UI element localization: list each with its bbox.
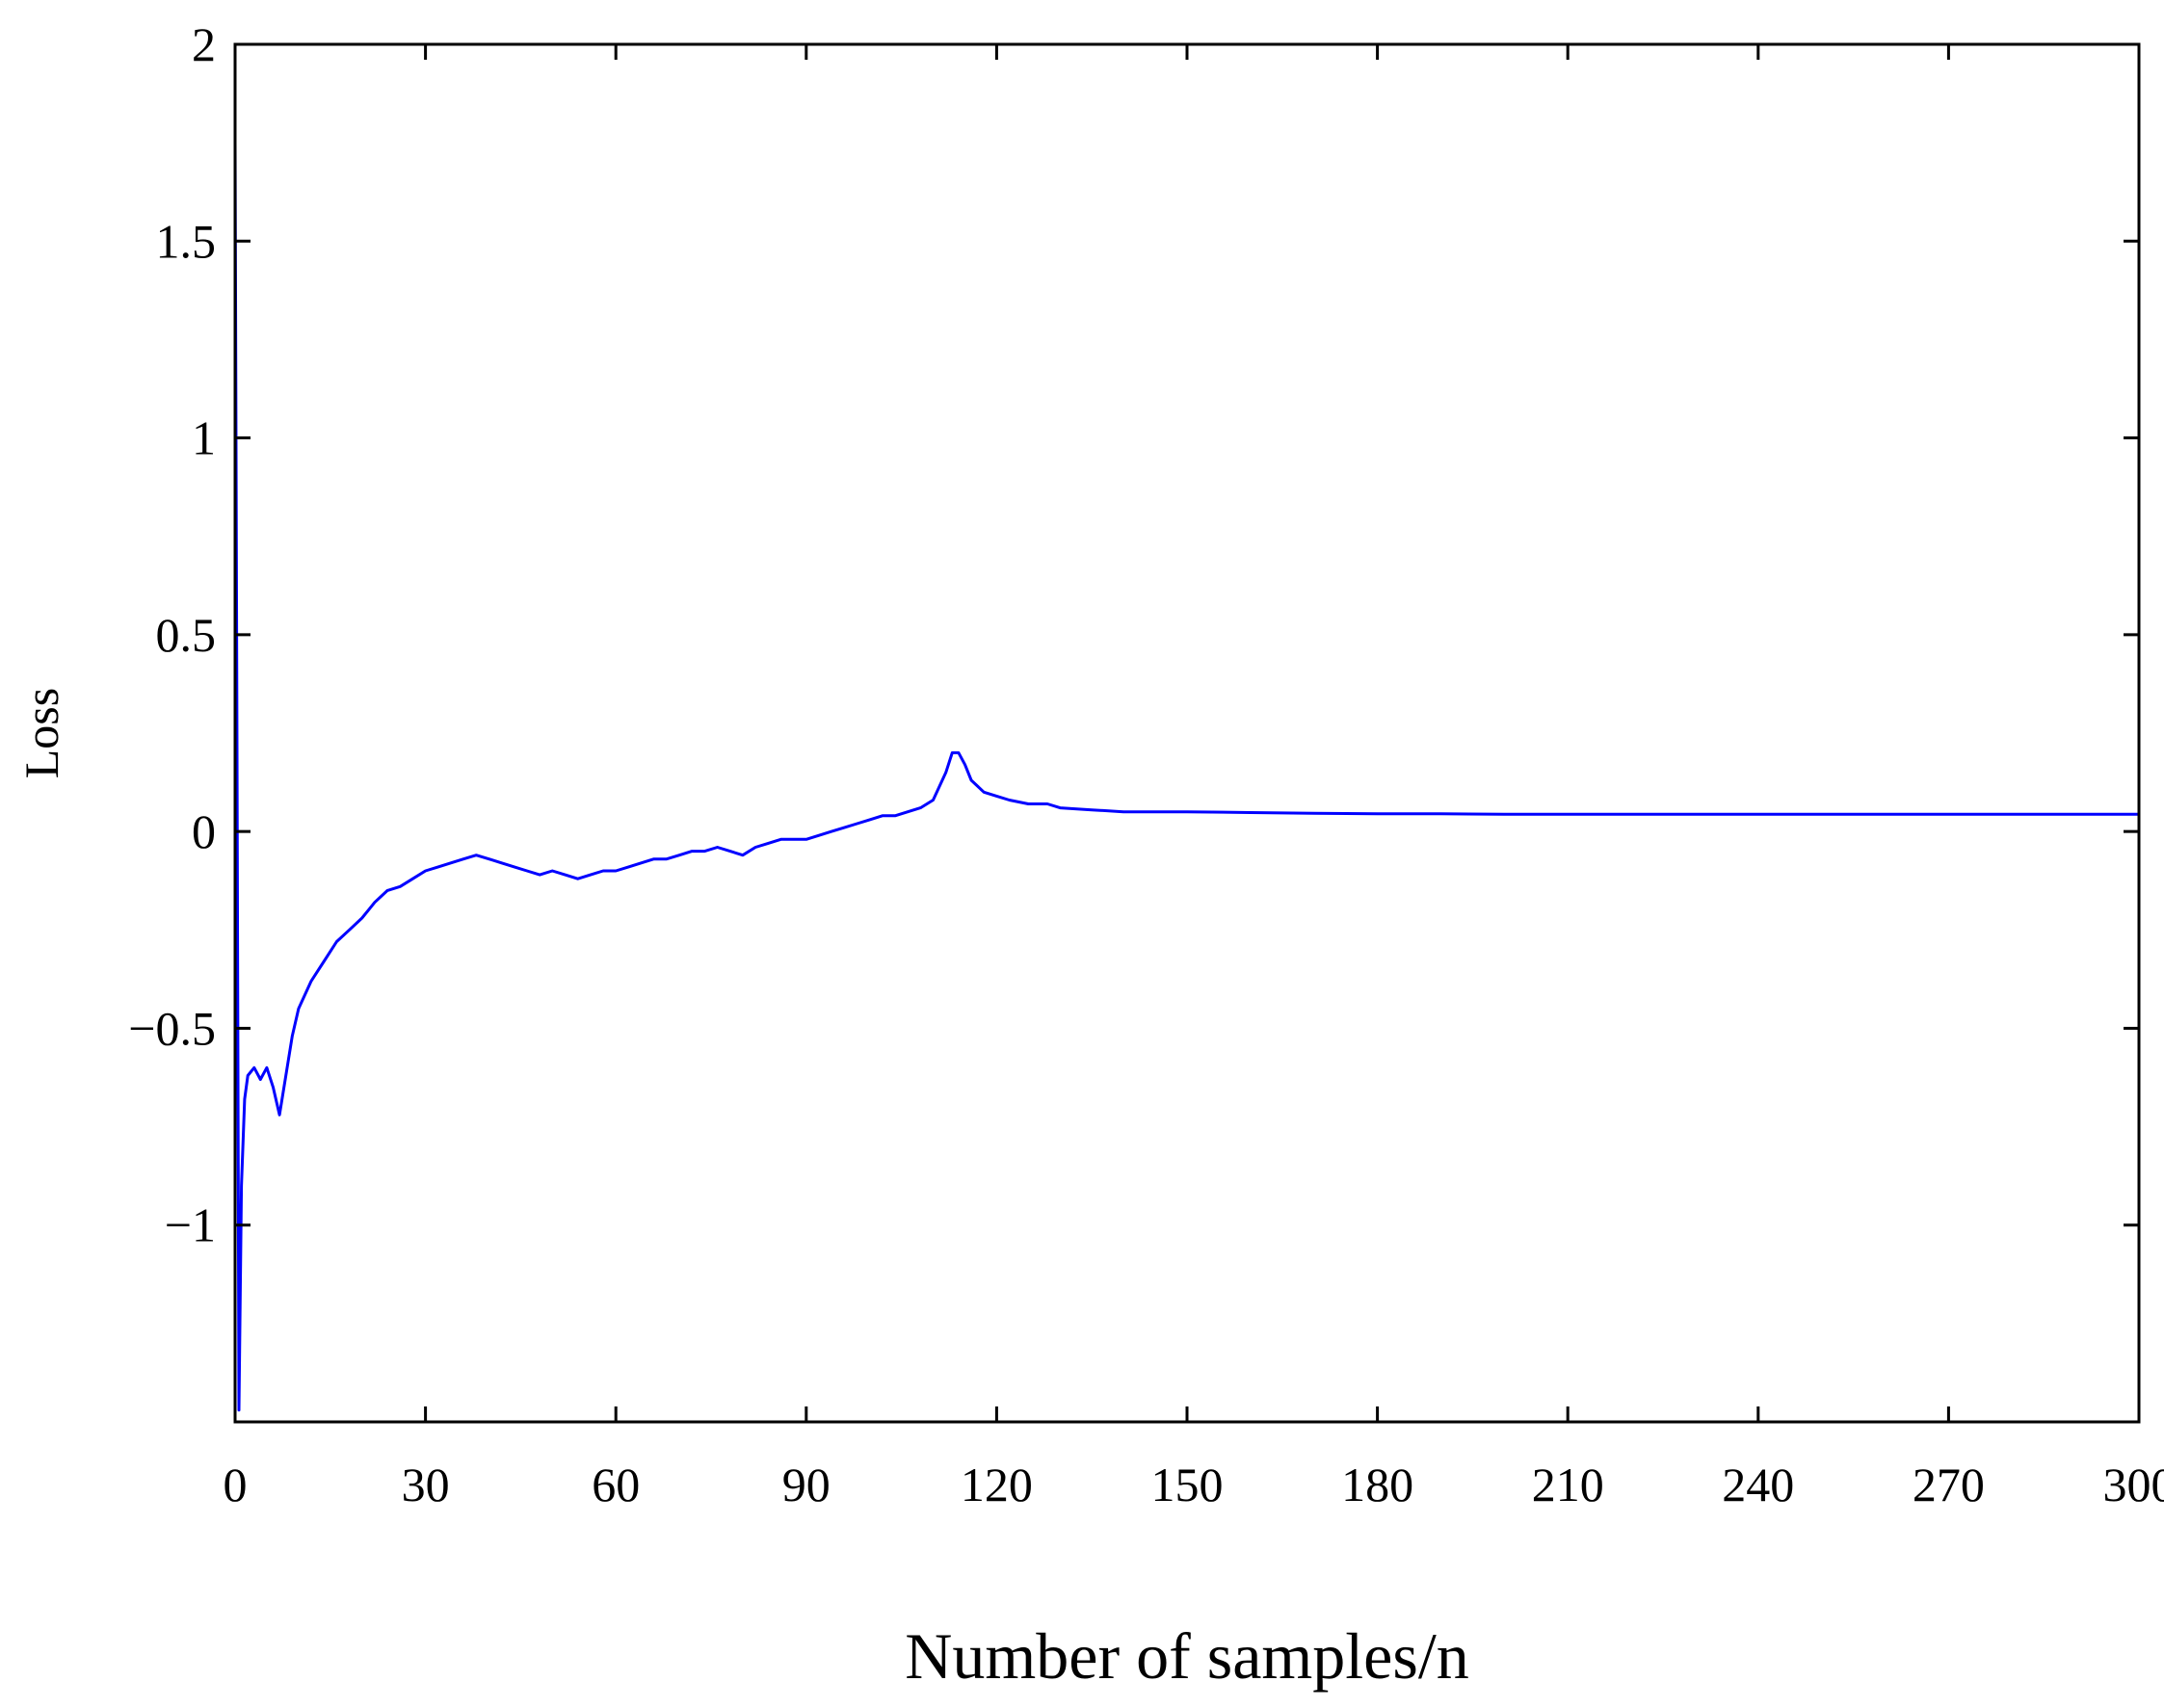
series-layer: [233, 143, 2139, 1412]
x-tick-label: 30: [402, 1458, 450, 1511]
y-axis-label: Loss: [14, 688, 68, 778]
x-tick-label: 270: [1913, 1458, 1985, 1511]
y-tick-label: 2: [192, 17, 216, 71]
y-tick-label: 1: [192, 411, 216, 465]
y-tick-label: −1: [165, 1198, 216, 1252]
x-tick-label: 300: [2103, 1458, 2164, 1511]
x-tick-label: 90: [782, 1458, 831, 1511]
x-tick-label: 180: [1341, 1458, 1413, 1511]
y-tick-label: −0.5: [128, 1001, 216, 1055]
x-tick-label: 120: [961, 1458, 1033, 1511]
plot-frame: [233, 42, 2141, 1424]
y-tick-label: 1.5: [156, 214, 217, 268]
y-tick-label: 0.5: [156, 608, 217, 662]
y-tick-label: 0: [192, 804, 216, 858]
series-line: [233, 143, 2139, 1412]
x-tick-label: 0: [224, 1458, 248, 1511]
ticks-layer: 0 30 60 90 120 150 180 210 240 270 300 2 1.5 1 0.5 0 −0.…: [128, 17, 2164, 1511]
x-tick-label: 210: [1532, 1458, 1604, 1511]
x-tick-label: 240: [1722, 1458, 1794, 1511]
x-axis-label: Number of samples/n: [905, 1619, 1468, 1693]
x-tick-label: 150: [1151, 1458, 1224, 1511]
x-tick-label: 60: [592, 1458, 640, 1511]
